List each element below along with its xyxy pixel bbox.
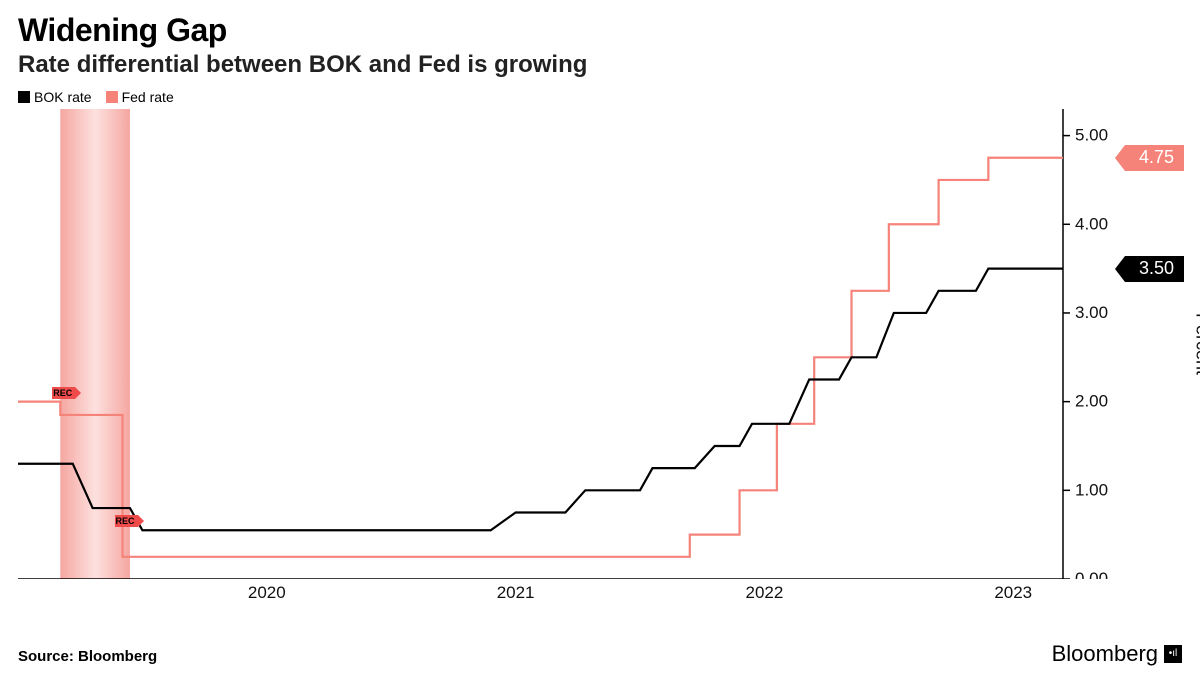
brand-text: Bloomberg [1052,641,1158,667]
legend-swatch-fed [106,91,118,103]
x-tick-label: 2022 [746,583,784,603]
brand-icon [1164,645,1182,663]
x-tick-label: 2021 [497,583,535,603]
svg-text:4.00: 4.00 [1075,214,1108,233]
svg-text:0.00: 0.00 [1075,569,1108,579]
x-tick-label: 2020 [248,583,286,603]
y-axis-label: Percent [1191,313,1200,375]
chart-subtitle: Rate differential between BOK and Fed is… [18,51,1182,79]
svg-text:2.00: 2.00 [1075,392,1108,411]
svg-text:1.00: 1.00 [1075,480,1108,499]
x-tick-label: 2023 [994,583,1032,603]
legend-label-fed: Fed rate [122,89,174,105]
legend-label-bok: BOK rate [34,89,92,105]
chart-svg: 0.00 1.00 2.00 3.00 4.00 5.00 [18,109,1183,579]
value-badge: 4.75 [1125,145,1184,171]
legend: BOK rate Fed rate [18,89,1182,105]
svg-text:3.00: 3.00 [1075,303,1108,322]
chart-title: Widening Gap [18,12,1182,49]
legend-swatch-bok [18,91,30,103]
x-axis-labels: 2020 2021 2022 2023 [18,579,1183,605]
recession-marker: REC [52,387,75,399]
svg-text:5.00: 5.00 [1075,126,1108,145]
legend-item-fed: Fed rate [106,89,174,105]
value-badge: 3.50 [1125,256,1184,282]
chart-area: 0.00 1.00 2.00 3.00 4.00 5.00 4.75 3.50 REC REC… [18,109,1183,579]
recession-marker: REC [115,515,138,527]
legend-item-bok: BOK rate [18,89,92,105]
source-text: Source: Bloomberg [18,648,157,665]
brand: Bloomberg [1052,641,1182,667]
